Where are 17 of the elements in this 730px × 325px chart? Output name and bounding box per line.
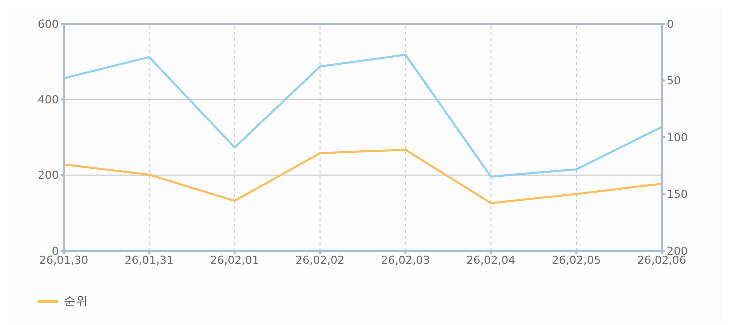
y2-tick-label: 0 xyxy=(667,18,674,31)
y-tick-label: 600 xyxy=(38,18,59,31)
y-tick-label: 400 xyxy=(38,94,59,107)
x-tick-label: 26,02,04 xyxy=(466,254,516,267)
x-tick-label: 26,02,05 xyxy=(552,254,602,267)
line-series xyxy=(64,148,662,204)
y-tick-label: 200 xyxy=(38,169,59,182)
x-tick-label: 26,02,06 xyxy=(638,254,686,267)
x-tick-label: 26,02,01 xyxy=(210,254,260,267)
y2-tick-label: 100 xyxy=(667,131,688,144)
line-series xyxy=(64,54,662,178)
x-tick-label: 26,02,02 xyxy=(296,254,345,267)
y2-tick-label: 50 xyxy=(667,74,681,88)
y2-tick-label: 150 xyxy=(667,188,688,202)
x-tick-label: 26,01,31 xyxy=(124,254,174,267)
x-tick-label: 26,02,03 xyxy=(381,254,430,267)
legend-label: 순위 xyxy=(64,293,88,310)
